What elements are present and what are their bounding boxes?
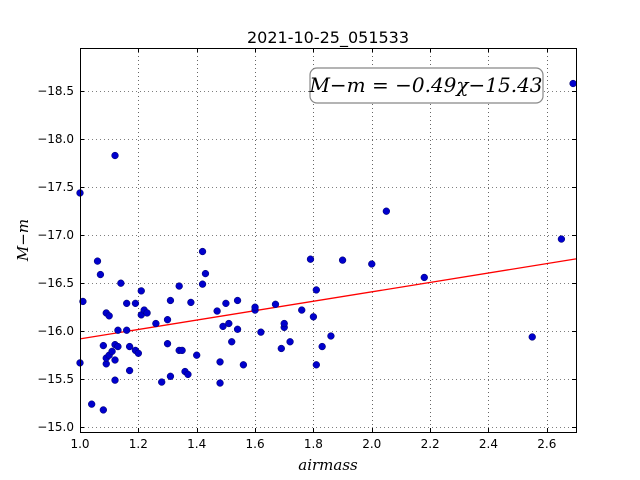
data-point [96, 270, 105, 279]
equation-annotation: M−m = −0.49χ−15.43 [308, 67, 544, 104]
data-point [312, 286, 320, 294]
y-tick-label: −18.5 [37, 84, 74, 98]
data-point [111, 151, 119, 160]
data-point [280, 319, 288, 328]
data-point [225, 319, 233, 328]
data-point [143, 309, 151, 317]
data-point [125, 342, 134, 351]
data-point [123, 326, 131, 334]
x-tick-label: 2.2 [421, 437, 440, 451]
data-point [111, 376, 119, 384]
data-point [178, 346, 186, 355]
y-tick-label: −15.5 [37, 372, 74, 386]
data-point [105, 312, 113, 320]
data-point [219, 322, 227, 331]
x-tick-label: 1.4 [187, 437, 206, 451]
data-point [233, 325, 242, 333]
data-point [201, 269, 210, 278]
data-point [239, 361, 248, 369]
data-point [312, 361, 320, 369]
data-point [166, 372, 175, 380]
y-tick-label: −18.0 [37, 132, 74, 146]
data-point [382, 207, 391, 215]
y-tick-label: −17.0 [37, 228, 74, 242]
data-point [216, 379, 224, 387]
x-tick-labels: 1.0 1.2 1.4 1.6 1.8 2.0 2.2 2.4 2.6 [70, 437, 556, 451]
fit-line [79, 258, 577, 340]
data-point [368, 260, 376, 268]
axis-ticks [80, 48, 576, 432]
fit-line-group [79, 258, 577, 340]
data-point [569, 79, 577, 88]
data-point [114, 342, 122, 351]
data-point [123, 299, 131, 308]
data-point [228, 338, 236, 346]
data-point [338, 256, 347, 264]
y-axis-label: M−m [14, 219, 32, 262]
y-tick-label: −17.5 [37, 180, 74, 194]
annotation-box [309, 67, 544, 104]
data-point [131, 299, 140, 308]
x-tick-label: 1.0 [70, 437, 89, 451]
data-point [125, 366, 134, 375]
x-tick-label: 1.2 [129, 437, 148, 451]
x-tick-label: 2.0 [362, 437, 381, 451]
y-tick-label: −16.0 [37, 324, 74, 338]
chart-title: 2021-10-25_051533 [247, 28, 409, 48]
data-point [318, 342, 326, 351]
data-point [152, 319, 160, 328]
data-point [528, 333, 536, 341]
data-point [187, 298, 195, 307]
data-point [271, 300, 280, 308]
data-point [198, 280, 207, 288]
data-point [99, 406, 107, 414]
data-point [117, 279, 125, 287]
data-point [108, 347, 116, 356]
x-tick-label: 1.6 [246, 437, 265, 451]
data-point [175, 282, 183, 290]
data-point [557, 235, 566, 243]
data-point [137, 287, 145, 295]
data-point [111, 356, 119, 364]
data-point [213, 307, 221, 315]
x-tick-label: 2.6 [537, 437, 556, 451]
data-point [216, 358, 224, 366]
x-axis-label: airmass [298, 456, 358, 474]
grid-lines [80, 48, 576, 432]
data-point [158, 378, 166, 386]
x-tick-label: 2.4 [479, 437, 498, 451]
data-point [420, 273, 428, 282]
data-point [198, 247, 207, 256]
data-point [298, 306, 306, 314]
data-point [327, 332, 335, 340]
data-point [306, 255, 315, 263]
y-tick-labels: −15.0 −15.5 −16.0 −16.5 −17.0 −17.5 −18.0 −18.5 [37, 84, 74, 434]
data-point [277, 344, 285, 353]
data-point [163, 316, 172, 324]
data-point [222, 299, 230, 308]
data-points [76, 79, 577, 414]
data-point [251, 303, 259, 311]
data-point [286, 338, 294, 346]
data-point [193, 351, 201, 359]
plot-frame [80, 48, 577, 433]
data-point [88, 400, 96, 408]
y-tick-label: −15.0 [37, 420, 74, 434]
data-point [79, 297, 87, 306]
data-point [184, 370, 192, 379]
annotation-text: M−m = −0.49χ−15.43 [308, 73, 542, 97]
data-point [257, 328, 265, 336]
y-tick-label: −16.5 [37, 276, 74, 290]
data-point [309, 313, 318, 321]
data-point [114, 326, 122, 334]
data-point [166, 296, 175, 305]
data-point [233, 296, 242, 305]
x-tick-label: 1.8 [304, 437, 323, 451]
data-point [134, 349, 143, 357]
data-point [163, 340, 172, 348]
data-point [93, 257, 102, 265]
data-point [99, 341, 107, 350]
